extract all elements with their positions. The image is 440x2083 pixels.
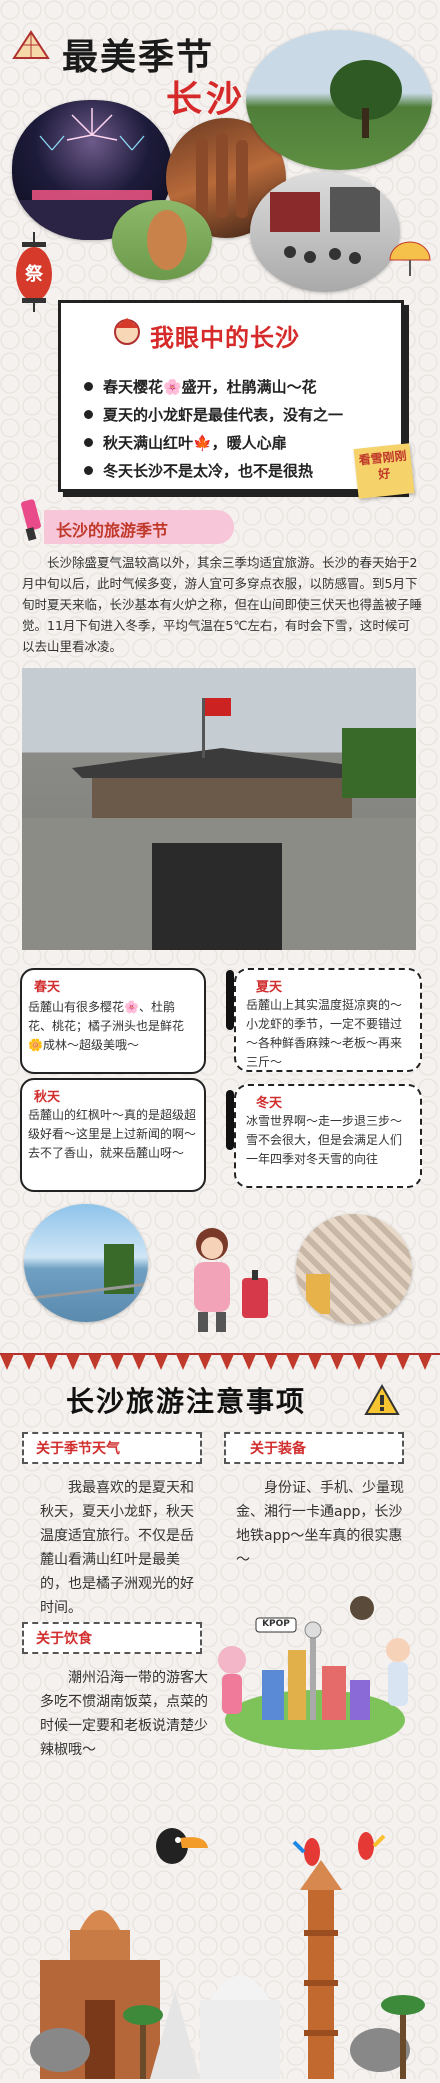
bullet-icon [84, 465, 93, 475]
season-box-winter [234, 1084, 422, 1188]
illustration-city-travel: KPOP [212, 1590, 418, 1760]
fan-decoration [10, 28, 52, 62]
photo-street-crowd [250, 172, 400, 292]
sticky-note-text: 看雪刚刚好 [358, 448, 408, 482]
season-text-spring: 岳麓山有很多樱花🌸、杜鹃花、桃花；橘子洲头也是鲜花🌼成林～超级美哦～ [28, 1000, 185, 1052]
season-text-summer: 岳麓山上其实温度挺凉爽的～小龙虾的季节，一定不要错过～各种鲜香麻辣～老板～再来三… [246, 998, 403, 1069]
toucan-icon [150, 1818, 210, 1872]
list-item: 冬天长沙不是太冷，也不是很热 [84, 456, 404, 484]
parrot-icon [346, 1826, 386, 1866]
photo-rock [112, 200, 212, 280]
season-label-spring: 春天 [34, 980, 61, 995]
season-box-spring [20, 968, 206, 1074]
season-box-summer [234, 968, 422, 1072]
page-subtitle-city: 长沙 [166, 79, 247, 120]
food-text: 潮州沿海一带的游客大多吃不惯湖南饭菜，点菜的时候一定要和老板说清楚少辣椒哦～ [40, 1670, 208, 1758]
season-label-autumn: 秋天 [34, 1090, 61, 1105]
weather-label: 关于季节天气 [36, 1441, 120, 1457]
lantern-char: 祭 [25, 264, 43, 285]
bullet-icon [84, 409, 93, 419]
list-item: 春天樱花🌸盛开，杜鹃满山～花 [84, 372, 404, 400]
gear-label: 关于装备 [250, 1441, 306, 1457]
gear-text: 身份证、手机、少量现金、湘行一卡通app，长沙地铁app～坐车真的很实惠～ [236, 1480, 404, 1568]
parrot-icon [292, 1832, 332, 1872]
food-label-box [22, 1622, 202, 1654]
sticky-note: 看雪刚刚好 [353, 443, 415, 499]
umbrella-decoration [388, 238, 432, 278]
list-item: 秋天满山红叶🍁，暖人心扉 [84, 428, 404, 456]
weather-text: 我最喜欢的是夏天和秋天，夏天小龙虾，秋天温度适宜旅行。不仅是岳麓山看满山红叶是最… [40, 1480, 194, 1616]
photo-lake [24, 1204, 148, 1322]
tab-marker [226, 1090, 234, 1150]
season-text-winter: 冰雪世界啊～走一步退三步～雪不会很大，但是会满足人们一年四季对冬天雪的向往 [246, 1114, 403, 1166]
marker-icon [20, 498, 42, 544]
illustration-girl-traveler [164, 1218, 284, 1338]
notes-title: 长沙旅游注意事项 [66, 1385, 307, 1418]
weather-label-box [22, 1432, 202, 1464]
character-icon [110, 316, 144, 350]
bullet-icon [84, 381, 93, 391]
kpop-sign: KPOP [262, 1619, 290, 1629]
illustration-landmarks [0, 1850, 440, 2079]
my-changsha-list: 春天樱花🌸盛开，杜鹃满山～花 夏天的小龙虾是最佳代表，没有之一 秋天满山红叶🍁，… [84, 372, 404, 484]
season-text-autumn: 岳麓山的红枫叶～真的是超级超级好看～这里是上过新闻的啊～去不了香山，就来岳麓山呀… [28, 1108, 197, 1160]
lantern-decoration: 祭 [14, 232, 54, 312]
my-changsha-title: 我眼中的长沙 [150, 324, 300, 352]
travel-season-paragraph: 长沙除盛夏气温较高以外，其余三季均适宜旅游。长沙的春天始于2月中旬以后，此时气候… [22, 555, 423, 654]
tab-marker [226, 970, 234, 1030]
travel-season-banner [44, 510, 234, 544]
travel-season-title: 长沙的旅游季节 [56, 521, 169, 540]
gear-label-box [224, 1432, 404, 1464]
photo-city-gate [22, 668, 416, 950]
season-label-summer: 夏天 [256, 980, 283, 995]
photo-park-tree [246, 30, 432, 170]
warning-icon [364, 1383, 400, 1416]
list-item: 夏天的小龙虾是最佳代表，没有之一 [84, 400, 404, 428]
photo-wall-display [296, 1214, 412, 1324]
season-box-autumn [20, 1078, 206, 1192]
page-title: 最美季节 [62, 37, 215, 78]
food-label: 关于饮食 [36, 1631, 92, 1647]
bullet-icon [84, 437, 93, 447]
bunting-divider [0, 1352, 440, 1374]
season-label-winter: 冬天 [256, 1096, 283, 1111]
